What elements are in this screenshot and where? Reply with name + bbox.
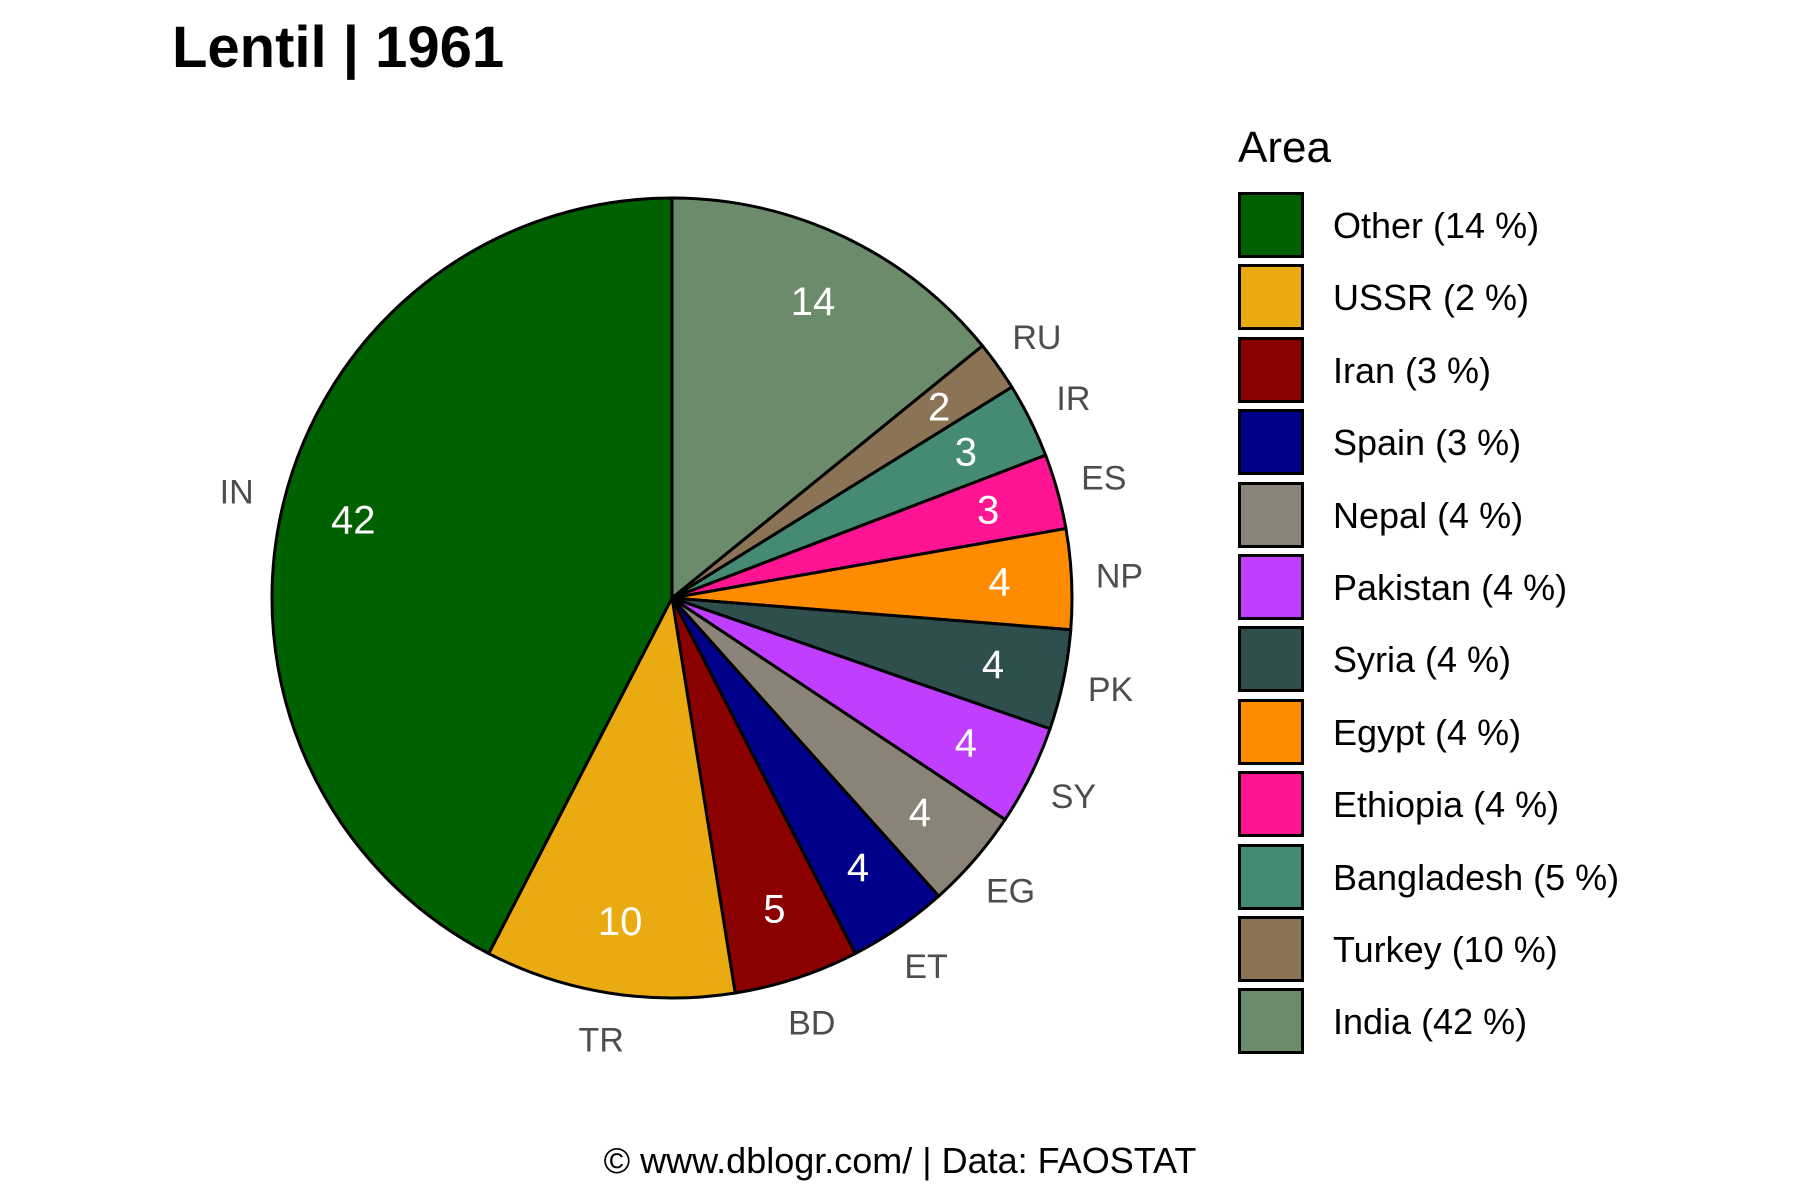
legend-label: Syria (4 %) xyxy=(1333,639,1512,681)
legend-item: Nepal (4 %) xyxy=(1238,481,1523,554)
legend-items: Other (14 %) USSR (2 %) Iran (3 %) Spain (3… xyxy=(1238,192,1619,1061)
legend-label: Pakistan (4 %) xyxy=(1333,566,1568,608)
slice-code-label-pk: PK xyxy=(1088,671,1134,709)
legend-label: Egypt (4 %) xyxy=(1333,711,1522,753)
legend-swatch xyxy=(1238,771,1304,838)
source-caption: © www.dblogr.com/ | Data: FAOSTAT xyxy=(603,1140,1197,1181)
legend-title: Area xyxy=(1238,123,1331,172)
legend-swatch xyxy=(1238,626,1304,693)
slice-code-label-ir: IR xyxy=(1056,380,1090,418)
legend-swatch xyxy=(1238,843,1304,910)
legend-item: Bangladesh (5 %) xyxy=(1238,843,1619,916)
legend-label: Other (14 %) xyxy=(1333,205,1540,246)
legend-label: Turkey (10 %) xyxy=(1333,928,1558,970)
pie-slice-turkey xyxy=(486,593,737,1000)
legend-label: Ethiopia (4 %) xyxy=(1333,784,1560,826)
slice-value-label-other: 14 xyxy=(791,280,836,324)
legend-swatch xyxy=(1238,915,1304,982)
legend: Area Other (14 %) USSR (2 %) Iran (3 %) Spa… xyxy=(1238,123,1619,1061)
slice-value-label-nepal: 4 xyxy=(989,560,1011,604)
slice-code-label-et: ET xyxy=(904,948,947,986)
legend-item: Iran (3 %) xyxy=(1238,336,1491,409)
legend-item: Spain (3 %) xyxy=(1238,409,1521,481)
legend-item: India (42 %) xyxy=(1238,988,1527,1060)
slice-code-label-in: IN xyxy=(220,473,254,511)
legend-item: USSR (2 %) xyxy=(1238,264,1529,336)
slice-code-label-ru: RU xyxy=(1012,319,1061,357)
legend-swatch xyxy=(1238,264,1304,331)
slice-value-label-syria: 4 xyxy=(955,722,977,766)
legend-label: USSR (2 %) xyxy=(1333,277,1530,319)
slice-code-label-eg: EG xyxy=(986,872,1035,910)
legend-swatch xyxy=(1238,481,1304,548)
slice-value-label-india: 42 xyxy=(331,499,376,543)
legend-swatch xyxy=(1238,336,1304,403)
legend-swatch xyxy=(1238,192,1304,258)
legend-swatch xyxy=(1238,409,1304,476)
slice-value-label-iran: 3 xyxy=(955,430,977,474)
slice-code-label-es: ES xyxy=(1081,460,1126,498)
legend-item: Syria (4 %) xyxy=(1238,626,1511,698)
slice-value-label-ethiopia: 4 xyxy=(847,846,869,890)
legend-item: Other (14 %) xyxy=(1238,192,1539,264)
slice-code-label-tr: TR xyxy=(579,1021,624,1059)
slice-value-label-ussr: 2 xyxy=(928,386,950,430)
slice-value-label-pakistan: 4 xyxy=(982,643,1004,687)
slice-value-label-spain: 3 xyxy=(977,489,999,533)
legend-item: Pakistan (4 %) xyxy=(1238,553,1567,626)
legend-swatch xyxy=(1238,698,1304,765)
legend-label: India (42 %) xyxy=(1333,1001,1528,1043)
slice-code-label-sy: SY xyxy=(1051,778,1096,816)
slice-value-label-bangladesh: 5 xyxy=(763,888,785,932)
chart-title: Lentil | 1961 xyxy=(172,15,505,80)
slice-code-label-np: NP xyxy=(1096,558,1143,596)
slice-value-label-egypt: 4 xyxy=(909,791,931,835)
legend-item: Turkey (10 %) xyxy=(1238,915,1558,988)
legend-label: Nepal (4 %) xyxy=(1333,494,1524,536)
pie-slice-other xyxy=(670,196,985,602)
slice-code-label-bd: BD xyxy=(788,1005,835,1043)
legend-item: Ethiopia (4 %) xyxy=(1238,771,1559,843)
legend-swatch xyxy=(1238,988,1304,1055)
legend-swatch xyxy=(1238,553,1304,620)
pie-slice-india xyxy=(270,196,674,956)
slice-value-label-turkey: 10 xyxy=(598,900,643,944)
legend-label: Bangladesh (5 %) xyxy=(1333,856,1620,898)
legend-item: Egypt (4 %) xyxy=(1238,698,1521,771)
legend-label: Iran (3 %) xyxy=(1333,349,1492,391)
legend-label: Spain (3 %) xyxy=(1333,422,1522,464)
